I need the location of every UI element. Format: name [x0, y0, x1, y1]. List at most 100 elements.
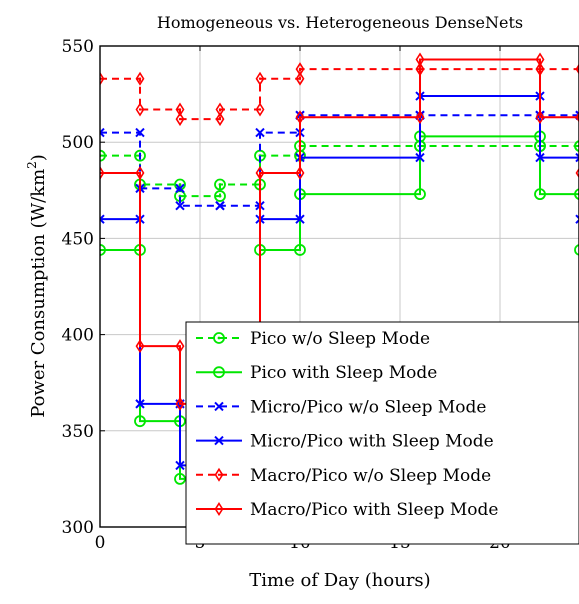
data-point	[294, 244, 306, 256]
data-point	[575, 111, 579, 123]
data-point	[415, 110, 425, 125]
data-point	[100, 165, 105, 180]
data-point	[415, 152, 425, 163]
data-point	[574, 188, 579, 200]
data-point	[255, 165, 265, 180]
data-point	[175, 339, 185, 354]
data-point	[255, 102, 265, 117]
legend-box	[185, 321, 579, 545]
data-point-dot	[217, 336, 221, 340]
data-point	[255, 71, 265, 86]
y-axis-label-main: Power Consumption (W/km	[28, 169, 49, 418]
data-point	[135, 102, 145, 117]
x-tick-label: 0	[95, 533, 106, 553]
data-point	[214, 502, 224, 516]
data-point	[215, 112, 225, 127]
data-point	[134, 149, 146, 162]
y-axis-label: Power Consumption (W/km2)	[25, 154, 49, 418]
legend-label: Pico w/o Sleep Mode	[250, 329, 430, 349]
data-point	[135, 71, 145, 86]
data-point-dot	[218, 194, 222, 198]
data-point	[574, 244, 579, 256]
data-point	[100, 71, 105, 86]
data-point	[175, 460, 185, 471]
data-point	[295, 214, 305, 224]
series-line	[100, 114, 579, 207]
x-axis-label: Time of Day (hours)	[249, 570, 430, 591]
data-point-dot	[258, 77, 262, 80]
legend: Pico w/o Sleep Mode Pico with Sleep Mode M…	[185, 321, 579, 545]
data-point	[575, 63, 579, 75]
data-point	[175, 183, 185, 194]
legend-entry: Micro/Pico w/o Sleep Mode	[196, 397, 486, 417]
data-point-dot	[138, 108, 142, 111]
series-layer	[100, 52, 579, 485]
data-point	[214, 467, 224, 482]
y-axis-label-exponent: 2	[25, 161, 39, 169]
y-tick-label: 550	[62, 37, 94, 57]
data-point	[213, 366, 225, 379]
data-point	[534, 188, 546, 201]
legend-entry: Macro/Pico w/o Sleep Mode	[196, 466, 491, 486]
data-point	[100, 149, 106, 162]
y-tick-label: 400	[62, 326, 94, 346]
data-point	[295, 110, 305, 125]
data-point	[213, 332, 225, 344]
data-point-dot	[178, 183, 182, 186]
data-point	[295, 62, 305, 77]
data-point	[135, 399, 145, 409]
legend-label: Macro/Pico w/o Sleep Mode	[250, 466, 491, 486]
legend-entry: Micro/Pico with Sleep Mode	[196, 432, 494, 452]
data-point	[100, 214, 105, 224]
data-point	[134, 415, 146, 428]
data-point-dot	[178, 117, 182, 121]
data-point	[414, 188, 426, 201]
series-line	[100, 68, 579, 121]
data-point	[535, 152, 545, 163]
series-line	[100, 145, 579, 198]
data-point	[415, 52, 425, 67]
series-line	[100, 135, 579, 480]
data-point	[255, 127, 265, 138]
data-point	[575, 167, 579, 179]
data-point-dot	[218, 108, 222, 111]
data-point-dot	[178, 108, 182, 111]
data-point	[214, 190, 226, 202]
data-point	[215, 200, 225, 211]
data-point	[575, 214, 579, 224]
data-point	[214, 401, 224, 412]
data-point	[175, 200, 185, 211]
data-point-dot	[298, 67, 302, 71]
data-point	[135, 127, 145, 138]
legend-label: Micro/Pico with Sleep Mode	[250, 432, 494, 452]
data-point	[100, 244, 106, 256]
data-point	[135, 165, 145, 180]
series-1	[100, 140, 579, 202]
data-point	[174, 472, 186, 485]
data-point	[100, 127, 105, 138]
data-point	[295, 165, 305, 180]
data-point	[214, 178, 226, 191]
legend-label: Macro/Pico with Sleep Mode	[250, 500, 498, 520]
data-point-dot	[298, 77, 302, 80]
y-tick-label: 500	[62, 133, 94, 153]
y-tick-label: 300	[62, 518, 94, 538]
data-point	[574, 140, 579, 152]
data-point	[535, 52, 545, 67]
y-tick-label: 350	[62, 422, 94, 442]
data-point-dot	[258, 108, 262, 111]
data-point	[175, 112, 185, 127]
data-point	[535, 110, 545, 125]
data-point	[175, 396, 185, 411]
data-point	[214, 435, 224, 446]
y-axis-label-close: )	[28, 154, 49, 161]
series-line	[100, 58, 579, 405]
chart-title: Homogeneous vs. Heterogeneous DenseNets	[157, 13, 523, 32]
legend-entry: Macro/Pico with Sleep Mode	[196, 500, 498, 520]
data-point-dot	[138, 77, 142, 80]
data-point-dot	[218, 183, 222, 186]
legend-entry: Pico with Sleep Mode	[196, 363, 437, 383]
data-point	[135, 339, 145, 354]
legend-entry: Pico w/o Sleep Mode	[196, 329, 430, 349]
